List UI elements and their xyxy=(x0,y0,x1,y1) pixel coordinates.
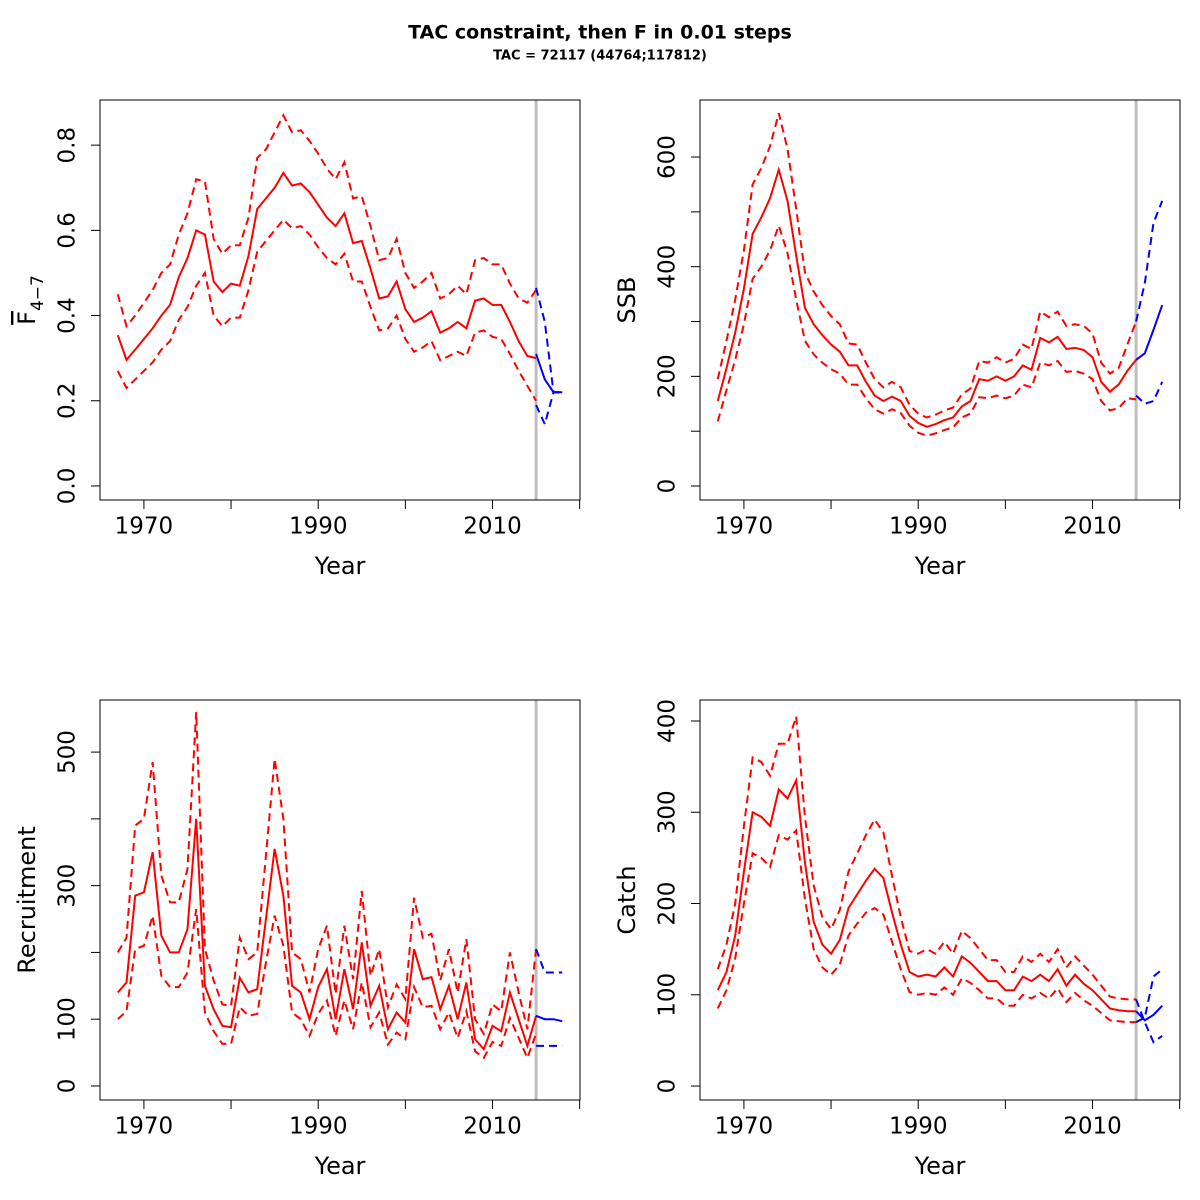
x-tick-label: 1970 xyxy=(115,1114,174,1140)
y-tick-label: 200 xyxy=(655,882,681,926)
y-tick-label: 0.6 xyxy=(55,212,81,249)
y-tick-label: 0 xyxy=(655,479,681,494)
estimate-line xyxy=(117,818,538,1052)
x-tick-label: 2010 xyxy=(1063,514,1122,540)
y-axis-label: Recruitment xyxy=(13,826,41,973)
x-tick-label: 1970 xyxy=(715,1114,774,1140)
estimate-line xyxy=(1135,304,1164,361)
y-axis-label: Catch xyxy=(613,865,641,934)
x-tick-label: 1970 xyxy=(715,514,774,540)
y-tick-label: 0.8 xyxy=(55,127,81,164)
interval-line xyxy=(116,711,538,1037)
plot-frame xyxy=(99,99,581,501)
x-tick-label: 1970 xyxy=(115,514,174,540)
x-tick-label: 1990 xyxy=(889,514,948,540)
y-tick-label: 300 xyxy=(655,790,681,834)
chart-subtitle: TAC = 72117 (44764;117812) xyxy=(493,49,707,64)
y-tick-label: 0.2 xyxy=(55,382,81,419)
x-tick-label: 2010 xyxy=(463,1114,522,1140)
x-axis-label: Year xyxy=(914,1152,966,1180)
y-axis-label: SSB xyxy=(613,277,641,324)
y-tick-label: 0 xyxy=(55,1079,81,1094)
x-tick-label: 1990 xyxy=(289,514,348,540)
y-axis-label-sub: 4−7 xyxy=(28,275,48,311)
interval-line xyxy=(716,222,1137,437)
interval-line xyxy=(1135,381,1164,405)
y-tick-label: 100 xyxy=(55,997,81,1041)
y-tick-label: 100 xyxy=(655,973,681,1017)
interval-line xyxy=(716,112,1138,419)
y-tick-label: 400 xyxy=(655,699,681,743)
y-axis-label: F4−7 xyxy=(13,275,48,325)
x-axis-label: Year xyxy=(314,552,366,580)
interval-line xyxy=(535,948,563,974)
x-tick-label: 1990 xyxy=(289,1114,348,1140)
y-tick-label: 0 xyxy=(655,1079,681,1094)
interval-line xyxy=(1135,968,1163,1024)
y-tick-label: 400 xyxy=(655,245,681,289)
x-tick-label: 1990 xyxy=(889,1114,948,1140)
estimate-line xyxy=(716,776,1137,1013)
estimate-line xyxy=(116,170,537,362)
estimate-line xyxy=(716,166,1137,428)
y-axis-label-main: F xyxy=(13,311,41,325)
chart-title: TAC constraint, then F in 0.01 steps xyxy=(408,22,792,44)
interval-line xyxy=(117,908,538,1061)
x-tick-label: 2010 xyxy=(463,514,522,540)
x-axis-label: Year xyxy=(314,1152,366,1180)
y-tick-label: 0.0 xyxy=(55,468,81,505)
y-tick-label: 0.4 xyxy=(55,297,81,334)
y-tick-label: 500 xyxy=(55,730,81,774)
interval-line xyxy=(1135,200,1164,322)
plot-frame xyxy=(699,99,1181,501)
interval-line xyxy=(116,218,537,402)
interval-line xyxy=(116,113,537,329)
plot-frame xyxy=(699,699,1181,1101)
y-tick-label: 200 xyxy=(655,354,681,398)
y-tick-label: 600 xyxy=(655,135,681,179)
estimate-line xyxy=(535,1014,563,1023)
y-tick-label: 300 xyxy=(55,864,81,908)
plot-frame xyxy=(99,699,581,1101)
interval-line xyxy=(716,828,1137,1024)
x-axis-label: Year xyxy=(914,552,966,580)
interval-line xyxy=(535,287,563,394)
estimate-line xyxy=(1135,1005,1163,1022)
x-tick-label: 2010 xyxy=(1063,1114,1122,1140)
